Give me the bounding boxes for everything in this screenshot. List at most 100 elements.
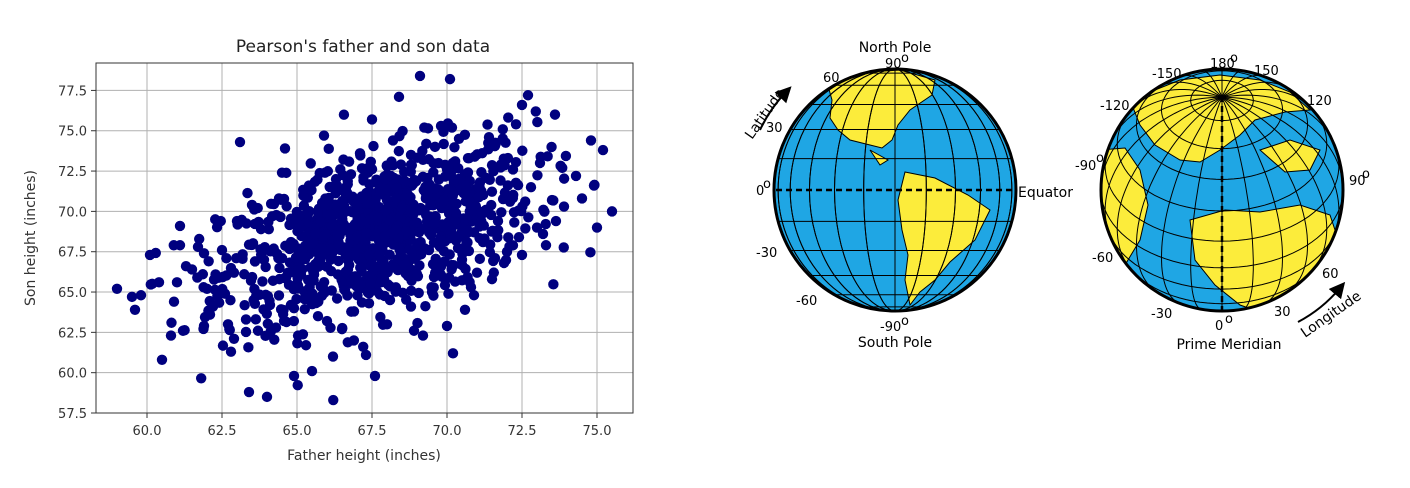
data-point bbox=[381, 194, 393, 206]
data-point bbox=[194, 233, 205, 245]
data-point bbox=[213, 272, 225, 283]
y-tick-label: 75.0 bbox=[58, 125, 87, 140]
data-point bbox=[517, 145, 528, 156]
data-point bbox=[356, 163, 368, 174]
data-point bbox=[438, 126, 449, 138]
data-point bbox=[462, 167, 474, 178]
lon-30-label: 30 bbox=[1274, 305, 1291, 320]
data-point bbox=[474, 253, 486, 265]
data-point bbox=[381, 319, 393, 330]
data-point bbox=[309, 228, 321, 240]
data-point bbox=[390, 223, 402, 235]
lon-m90-label: -90 bbox=[1075, 159, 1096, 174]
data-point bbox=[456, 275, 468, 286]
graticule-line bbox=[1116, 96, 1223, 271]
data-point bbox=[271, 248, 283, 259]
data-point bbox=[126, 291, 138, 303]
left-globe-outline bbox=[772, 67, 1018, 313]
data-point bbox=[515, 205, 527, 217]
data-point bbox=[405, 301, 417, 312]
data-point bbox=[207, 301, 219, 312]
data-point bbox=[439, 279, 451, 291]
data-point bbox=[393, 91, 405, 103]
y-tick-label: 57.5 bbox=[58, 407, 87, 422]
data-point bbox=[174, 220, 186, 232]
data-point bbox=[365, 156, 377, 167]
data-point bbox=[336, 196, 348, 207]
data-point bbox=[372, 212, 384, 224]
data-point bbox=[259, 242, 270, 253]
x-tick-label: 62.5 bbox=[208, 424, 237, 439]
data-point bbox=[489, 252, 501, 264]
graticule-line bbox=[1104, 96, 1223, 234]
data-point bbox=[486, 273, 498, 285]
lon-90-label: 90 bbox=[1349, 174, 1366, 189]
y-tick-label: 77.5 bbox=[58, 84, 87, 99]
data-point bbox=[427, 259, 439, 270]
data-point bbox=[350, 271, 361, 282]
data-point bbox=[356, 215, 368, 227]
data-point bbox=[240, 326, 252, 338]
data-point bbox=[537, 228, 549, 240]
data-point bbox=[288, 302, 300, 314]
data-point bbox=[525, 181, 537, 193]
data-point bbox=[482, 119, 493, 130]
lon-m30-label: -30 bbox=[1151, 307, 1172, 322]
data-point bbox=[332, 269, 344, 280]
data-point bbox=[277, 309, 289, 320]
data-point bbox=[380, 184, 391, 195]
data-point bbox=[225, 346, 237, 357]
data-point bbox=[486, 186, 498, 197]
data-point bbox=[402, 270, 414, 282]
data-point bbox=[474, 177, 486, 188]
data-point bbox=[135, 290, 147, 301]
data-point bbox=[428, 158, 439, 169]
data-point bbox=[352, 290, 363, 301]
data-point bbox=[448, 260, 459, 271]
data-point bbox=[379, 231, 390, 242]
data-point bbox=[293, 243, 305, 254]
data-point bbox=[366, 114, 378, 125]
data-point bbox=[479, 233, 490, 244]
graticule-line bbox=[1221, 96, 1284, 304]
data-point bbox=[361, 227, 372, 239]
data-point bbox=[297, 329, 309, 340]
data-point bbox=[422, 123, 434, 134]
data-point bbox=[285, 236, 297, 248]
data-point bbox=[539, 206, 550, 217]
graticule-line bbox=[1221, 96, 1343, 191]
data-point bbox=[369, 370, 381, 382]
data-point bbox=[111, 283, 123, 295]
data-point bbox=[417, 154, 429, 165]
data-point bbox=[166, 317, 177, 328]
data-point bbox=[417, 145, 428, 157]
data-point bbox=[249, 256, 261, 267]
data-point bbox=[282, 267, 294, 278]
data-point bbox=[443, 288, 454, 299]
data-point bbox=[186, 264, 198, 275]
data-point bbox=[401, 225, 412, 237]
x-ticks: 60.0 62.5 65.0 67.5 70.0 72.5 75.0 bbox=[133, 413, 611, 439]
data-point bbox=[299, 292, 310, 304]
data-point bbox=[523, 212, 534, 223]
data-point bbox=[291, 206, 303, 218]
data-point bbox=[395, 159, 407, 170]
data-point bbox=[342, 264, 354, 275]
data-point bbox=[520, 223, 531, 234]
data-point bbox=[319, 287, 330, 298]
data-point bbox=[405, 192, 416, 203]
data-point bbox=[363, 288, 375, 299]
data-point bbox=[306, 365, 318, 377]
data-point bbox=[417, 330, 429, 341]
data-point bbox=[255, 223, 267, 235]
data-point bbox=[210, 214, 221, 225]
lon-180-label: 180 bbox=[1210, 57, 1235, 72]
x-tick-label: 67.5 bbox=[358, 424, 387, 439]
data-point bbox=[365, 278, 376, 289]
data-point bbox=[279, 143, 291, 154]
data-point bbox=[462, 152, 474, 164]
data-point bbox=[198, 248, 210, 259]
data-point bbox=[355, 279, 366, 290]
data-point bbox=[393, 145, 405, 157]
lon-120-label: 120 bbox=[1307, 94, 1332, 109]
